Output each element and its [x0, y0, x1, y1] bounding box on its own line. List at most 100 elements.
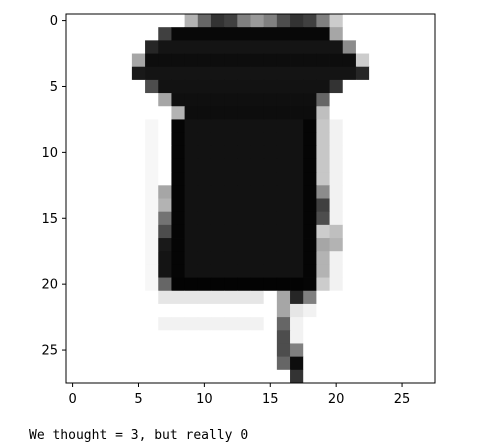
- pixel-cell: [184, 290, 199, 305]
- pixel-cell: [131, 369, 146, 384]
- pixel-cell: [290, 317, 304, 331]
- pixel-cell: [131, 251, 146, 265]
- pixel-cell: [184, 106, 199, 120]
- pixel-cell: [421, 303, 436, 318]
- pixel-cell: [224, 290, 238, 305]
- pixel-cell: [408, 66, 423, 81]
- pixel-cell: [316, 224, 330, 239]
- pixel-cell: [342, 330, 357, 344]
- pixel-cell: [79, 119, 93, 134]
- pixel-cell: [421, 172, 436, 186]
- pixel-cell: [171, 224, 186, 239]
- pixel-cell: [224, 264, 238, 278]
- pixel-cell: [131, 290, 146, 305]
- pixel-cell: [145, 145, 159, 160]
- pixel-cell: [316, 79, 330, 94]
- pixel-cell: [224, 14, 238, 28]
- pixel-cell: [210, 119, 225, 134]
- pixel-cell: [303, 290, 317, 305]
- pixel-cell: [145, 53, 159, 68]
- pixel-cell: [105, 14, 120, 28]
- pixel-cell: [171, 53, 186, 68]
- pixel-cell: [395, 172, 410, 186]
- pixel-cell: [342, 224, 357, 239]
- pixel-cell: [421, 79, 436, 94]
- pixel-cell: [329, 224, 344, 239]
- pixel-cell: [197, 132, 212, 147]
- pixel-cell: [145, 224, 159, 239]
- pixel-cell: [131, 343, 146, 358]
- pixel-cell: [250, 303, 265, 318]
- pixel-cell: [329, 251, 344, 265]
- pixel-cell: [408, 93, 423, 107]
- pixel-cell: [171, 343, 186, 358]
- pixel-cell: [421, 185, 436, 199]
- pixel-cell: [184, 330, 199, 344]
- pixel-cell: [210, 79, 225, 94]
- pixel-cell: [342, 106, 357, 120]
- pixel-cell: [224, 356, 238, 371]
- pixel-cell: [276, 172, 291, 186]
- pixel-cell: [237, 66, 251, 81]
- pixel-cell: [395, 211, 410, 226]
- pixel-cell: [342, 343, 357, 358]
- pixel-cell: [118, 132, 133, 147]
- pixel-cell: [421, 224, 436, 239]
- pixel-cell: [329, 238, 344, 252]
- pixel-cell: [316, 93, 330, 107]
- pixel-cell: [131, 158, 146, 173]
- pixel-cell: [369, 290, 383, 305]
- pixel-cell: [408, 303, 423, 318]
- pixel-cell: [118, 66, 133, 81]
- pixel-cell: [145, 185, 159, 199]
- pixel-cell: [118, 40, 133, 54]
- pixel-cell: [382, 224, 396, 239]
- pixel-cell: [421, 27, 436, 41]
- pixel-cell: [237, 172, 251, 186]
- pixel-cell: [316, 172, 330, 186]
- pixel-cell: [210, 303, 225, 318]
- pixel-cell: [355, 145, 370, 160]
- pixel-cell: [105, 40, 120, 54]
- pixel-cell: [197, 251, 212, 265]
- pixel-cell: [290, 14, 304, 28]
- pixel-cell: [197, 330, 212, 344]
- pixel-cell: [342, 119, 357, 134]
- pixel-cell: [303, 277, 317, 292]
- pixel-cell: [303, 317, 317, 331]
- pixel-cell: [303, 53, 317, 68]
- pixel-cell: [263, 330, 278, 344]
- pixel-cell: [92, 369, 106, 384]
- pixel-cell: [408, 198, 423, 213]
- pixel-cell: [263, 317, 278, 331]
- pixel-cell: [303, 172, 317, 186]
- pixel-cell: [329, 119, 344, 134]
- pixel-cell: [224, 198, 238, 213]
- pixel-cell: [276, 264, 291, 278]
- pixel-cell: [197, 211, 212, 226]
- pixel-cell: [105, 303, 120, 318]
- pixel-cell: [66, 53, 80, 68]
- pixel-cell: [355, 40, 370, 54]
- pixel-cell: [184, 211, 199, 226]
- pixel-cell: [316, 14, 330, 28]
- pixel-cell: [329, 290, 344, 305]
- pixel-cell: [184, 158, 199, 173]
- pixel-cell: [210, 330, 225, 344]
- y-tick-label: 0: [50, 14, 58, 29]
- pixel-cell: [197, 224, 212, 239]
- pixel-cell: [131, 106, 146, 120]
- pixel-cell: [92, 238, 106, 252]
- pixel-cell: [290, 238, 304, 252]
- pixel-cell: [105, 317, 120, 331]
- pixel-cell: [408, 264, 423, 278]
- pixel-cell: [184, 93, 199, 107]
- pixel-cell: [118, 317, 133, 331]
- pixel-cell: [92, 40, 106, 54]
- pixel-cell: [369, 145, 383, 160]
- pixel-cell: [158, 290, 172, 305]
- pixel-cell: [105, 369, 120, 384]
- pixel-cell: [197, 79, 212, 94]
- pixel-cell: [355, 158, 370, 173]
